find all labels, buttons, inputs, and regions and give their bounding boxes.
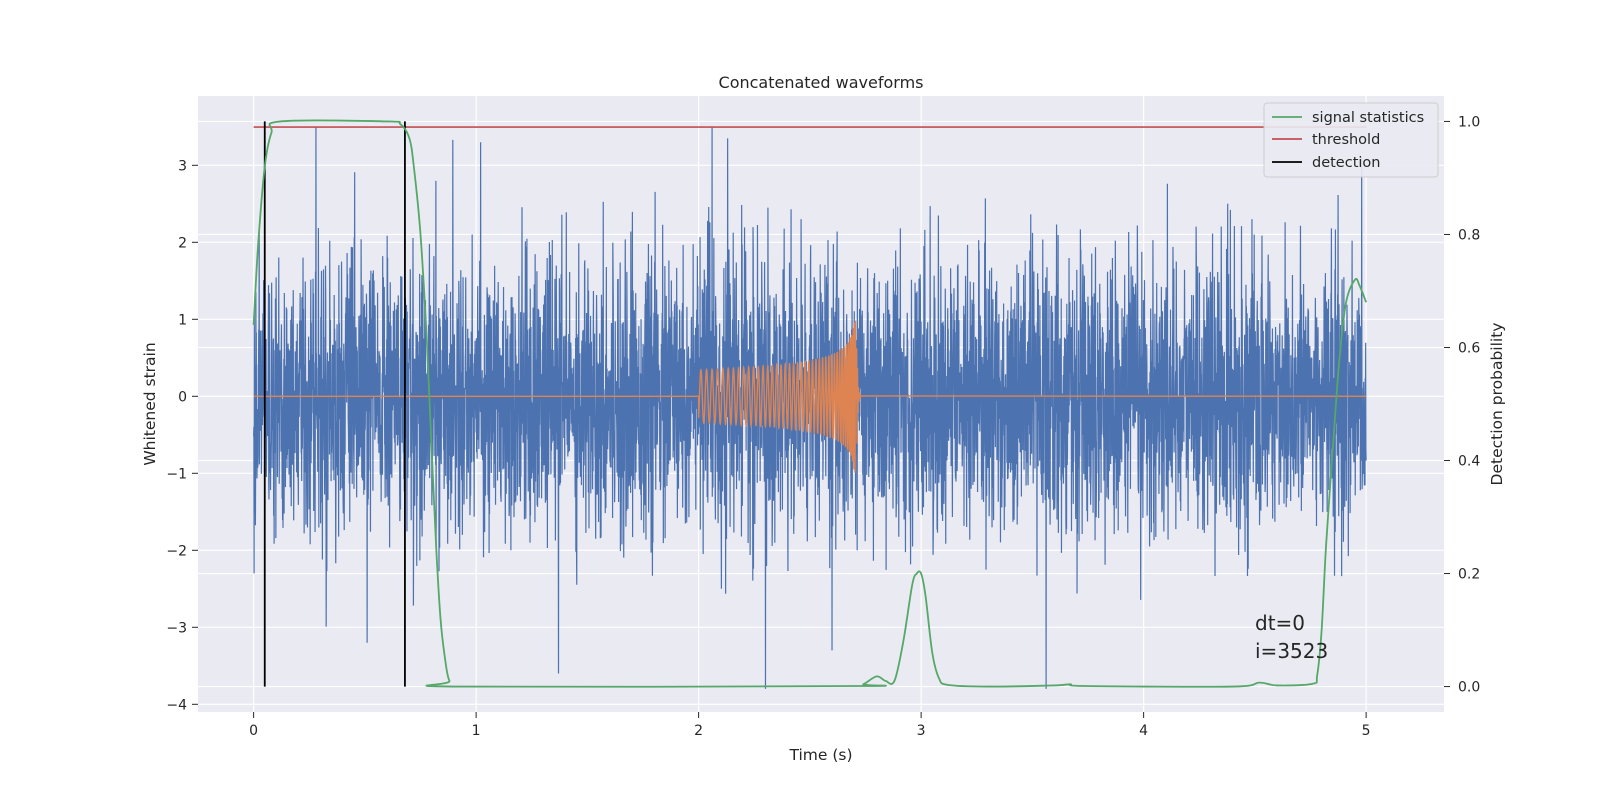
legend-box — [1263, 102, 1439, 178]
legend-label-threshold: threshold — [1312, 132, 1380, 148]
legend-label-signal-statistics: signal statistics — [1312, 110, 1424, 126]
y-tick-label-right: 0.4 — [1458, 454, 1480, 470]
signal-statistics-line — [252, 119, 1367, 688]
x-tick-label: 4 — [1139, 723, 1148, 739]
legend-label-detection: detection — [1312, 155, 1380, 171]
y-axis-title-left: Whitened strain — [141, 342, 159, 465]
y-tick-label-left: −3 — [166, 620, 187, 636]
y-axis-title-right: Detection probability — [1488, 323, 1506, 486]
legend: signal statistics threshold detection — [1263, 102, 1439, 178]
x-tick-label: 2 — [694, 723, 703, 739]
x-tick-label: 1 — [472, 723, 481, 739]
y-tick-label-left: 1 — [178, 312, 187, 328]
chart-title: Concatenated waveforms — [719, 73, 924, 92]
y-tick-label-right: 0.0 — [1458, 680, 1480, 696]
ticks: 0 1 2 3 4 5 −4 −3 −2 −1 0 1 2 3 0.0 0.2 0.4 0.6 0.8 1.0 — [166, 114, 1480, 739]
x-axis-title: Time (s) — [788, 746, 852, 764]
y-tick-label-left: −2 — [166, 543, 187, 559]
x-tick-label: 0 — [249, 723, 258, 739]
y-tick-label-left: 3 — [178, 158, 187, 174]
y-tick-label-left: −1 — [166, 466, 187, 482]
y-tick-label-right: 0.8 — [1458, 227, 1480, 243]
y-tick-label-right: 0.6 — [1458, 340, 1480, 356]
y-tick-label-left: −4 — [166, 697, 187, 713]
annotation-dt: dt=0 — [1255, 611, 1305, 635]
x-tick-label: 3 — [917, 723, 926, 739]
y-tick-label-right: 0.2 — [1458, 567, 1480, 583]
x-tick-label: 5 — [1362, 723, 1371, 739]
y-tick-label-left: 2 — [178, 235, 187, 251]
y-tick-label-right: 1.0 — [1458, 114, 1480, 130]
y-tick-label-left: 0 — [178, 389, 187, 405]
series-layer — [252, 119, 1367, 689]
injected-signal-line — [253, 320, 1367, 473]
annotation-i: i=3523 — [1255, 639, 1328, 663]
